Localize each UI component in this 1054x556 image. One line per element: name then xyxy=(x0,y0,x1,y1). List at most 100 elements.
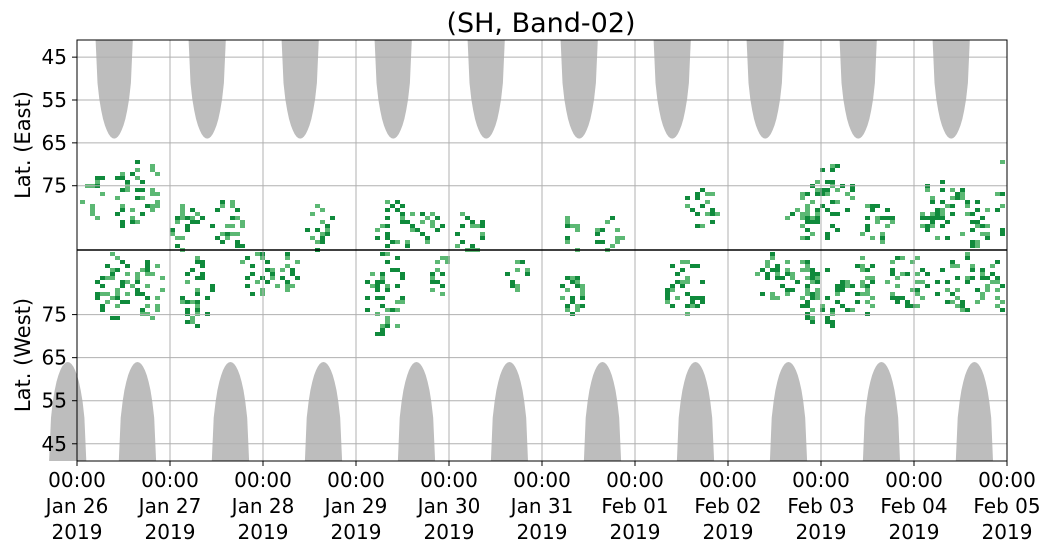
data-cell-11-1 xyxy=(695,224,700,228)
data-cell-22-17 xyxy=(285,288,290,292)
data-cell-22-11 xyxy=(295,260,300,264)
data-cell-24-0 xyxy=(435,260,440,264)
data-cell-13-33 xyxy=(845,192,850,196)
coverage-gap-east-1 xyxy=(188,40,226,139)
data-cell-18-34 xyxy=(115,256,120,260)
data-cell-27-19 xyxy=(690,264,695,268)
data-cell-9-1 xyxy=(575,228,580,232)
data-cell-33-40 xyxy=(955,264,960,268)
data-cell-24-9 xyxy=(430,280,435,284)
data-cell-15-21 xyxy=(950,196,955,200)
data-cell-15-10 xyxy=(960,196,965,200)
data-cell-3-24 xyxy=(195,212,200,216)
data-cell-31-21 xyxy=(865,312,870,316)
data-cell-28-4 xyxy=(775,264,780,268)
data-cell-13-42 xyxy=(825,208,830,212)
data-cell-2-7 xyxy=(150,164,155,168)
data-cell-25-10 xyxy=(510,280,515,284)
y-tick-upper-2: 65 xyxy=(42,131,67,155)
data-cell-30-16 xyxy=(820,308,825,312)
data-cell-20-5 xyxy=(195,260,200,264)
data-cell-30-3 xyxy=(810,272,815,276)
data-cell-19-27 xyxy=(135,280,140,284)
data-cell-32-14 xyxy=(890,292,895,296)
data-cell-13-38 xyxy=(815,188,820,192)
data-cell-18-22 xyxy=(125,300,130,304)
data-cell-26-9 xyxy=(570,300,575,304)
data-cell-21-6 xyxy=(255,252,260,256)
data-cell-1-0 xyxy=(125,188,130,192)
data-cell-23-18 xyxy=(390,308,395,312)
data-cell-27-6 xyxy=(665,288,670,292)
data-cell-20-2 xyxy=(195,292,200,296)
data-cell-20-28 xyxy=(190,300,195,304)
data-cell-26-0 xyxy=(580,304,585,308)
data-cell-32-2 xyxy=(925,272,930,276)
data-cell-11-13 xyxy=(705,200,710,204)
data-cell-2-9 xyxy=(150,192,155,196)
data-cell-10-11 xyxy=(605,220,610,224)
data-cell-22-2 xyxy=(285,252,290,256)
data-cell-22-14 xyxy=(270,272,275,276)
data-cell-2-4 xyxy=(150,188,155,192)
data-cell-14-0 xyxy=(880,240,885,244)
data-cell-23-6 xyxy=(375,332,380,336)
data-cell-9-5 xyxy=(575,224,580,228)
data-cell-4-28 xyxy=(240,220,245,224)
y-tick-labels: 45 55 65 75 75 65 55 45 xyxy=(42,45,77,456)
data-cell-14-5 xyxy=(885,224,890,228)
data-cell-18-18 xyxy=(120,300,125,304)
data-cell-24-7 xyxy=(445,260,450,264)
data-cell-33-31 xyxy=(945,280,950,284)
data-cell-13-27 xyxy=(825,188,830,192)
data-cell-23-38 xyxy=(385,260,390,264)
data-cell-13-29 xyxy=(835,188,840,192)
data-cell-33-41 xyxy=(980,292,985,296)
data-cell-28-10 xyxy=(785,268,790,272)
data-cell-19-15 xyxy=(140,292,145,296)
data-cell-15-23 xyxy=(945,220,950,224)
data-cell-30-9 xyxy=(830,312,835,316)
x-tick-date-6: Feb 01 xyxy=(601,494,668,518)
data-cell-12-21 xyxy=(800,224,805,228)
data-cell-30-0 xyxy=(830,320,835,324)
data-cell-27-14 xyxy=(695,296,700,300)
coverage-gap-east-4 xyxy=(467,40,505,139)
data-cell-31-3 xyxy=(860,280,865,284)
data-cell-12-0 xyxy=(800,236,805,240)
data-cell-14-13 xyxy=(875,220,880,224)
x-tick-year-2: 2019 xyxy=(238,520,289,544)
data-cell-1-23 xyxy=(135,168,140,172)
data-cell-1-9 xyxy=(120,188,125,192)
data-cell-19-20 xyxy=(140,308,145,312)
data-cell-27-15 xyxy=(670,284,675,288)
data-cell-15-6 xyxy=(940,208,945,212)
data-cell-19-23 xyxy=(160,288,165,292)
data-cell-23-36 xyxy=(385,320,390,324)
data-cell-23-10 xyxy=(400,300,405,304)
data-cell-7-10 xyxy=(435,216,440,220)
data-cell-33-32 xyxy=(965,308,970,312)
data-cell-16-19 xyxy=(985,232,990,236)
data-cell-30-22 xyxy=(825,316,830,320)
data-cell-12-2 xyxy=(790,212,795,216)
data-cell-23-43 xyxy=(400,272,405,276)
data-cell-11-18 xyxy=(700,224,705,228)
data-cell-20-35 xyxy=(180,300,185,304)
data-cell-27-31 xyxy=(680,280,685,284)
data-cell-8-18 xyxy=(480,232,485,236)
data-cell-33-18 xyxy=(955,276,960,280)
data-cell-15-0 xyxy=(925,224,930,228)
data-cell-3-17 xyxy=(175,216,180,220)
data-cell-5-4 xyxy=(325,232,330,236)
data-cell-29-23 xyxy=(800,296,805,300)
coverage-gap-west-2 xyxy=(304,362,343,461)
data-cell-14-19 xyxy=(865,216,870,220)
data-cell-17-27 xyxy=(1000,192,1005,196)
data-cell-29-11 xyxy=(805,284,810,288)
data-cell-4-24 xyxy=(225,224,230,228)
data-cell-7-8 xyxy=(425,216,430,220)
data-cell-13-22 xyxy=(820,168,825,172)
data-cell-29-16 xyxy=(795,280,800,284)
